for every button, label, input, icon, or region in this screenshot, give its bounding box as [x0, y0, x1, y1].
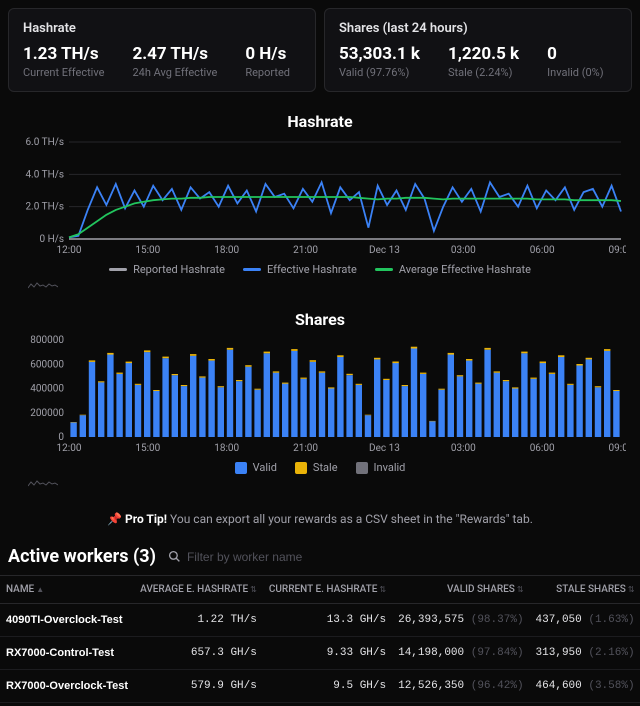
svg-text:03:00: 03:00: [451, 443, 476, 454]
svg-text:200000: 200000: [30, 408, 64, 419]
stat-value: 2.47 TH/s: [132, 44, 217, 64]
svg-text:21:00: 21:00: [293, 443, 318, 454]
stat-value: 0: [547, 44, 603, 64]
svg-text:06:00: 06:00: [530, 443, 555, 454]
svg-text:18:00: 18:00: [214, 245, 239, 256]
cur-hashrate: 9.5 GH/s: [263, 670, 392, 703]
svg-text:Dec 13: Dec 13: [369, 245, 400, 256]
pro-tip-prefix: Pro Tip!: [125, 512, 167, 526]
svg-text:12:00: 12:00: [57, 443, 82, 454]
card-title: Shares (last 24 hours): [339, 21, 617, 36]
svg-text:0: 0: [58, 432, 64, 443]
hashrate-chart-panel: Hashrate 0 H/s 2.0 TH/s 4.0 TH/s 6.0 TH/s 12…: [0, 100, 640, 298]
svg-text:6.0 TH/s: 6.0 TH/s: [25, 137, 64, 148]
workers-title: Active workers (3): [8, 546, 156, 567]
card-title: Hashrate: [23, 21, 301, 36]
svg-text:400000: 400000: [30, 384, 64, 395]
cur-hashrate: 13.3 GH/s: [263, 604, 392, 637]
avg-hashrate: 579.9 GH/s: [134, 670, 263, 703]
stat-value: 0 H/s: [245, 44, 290, 64]
stat-label: Reported: [245, 66, 290, 79]
mini-chart-icon[interactable]: [28, 280, 58, 290]
pro-tip-text: You can export all your rewards as a CSV…: [167, 512, 533, 526]
stat-invalid: 0 Invalid (0%): [547, 44, 603, 79]
valid-shares: 26,393,575 (98.37%): [392, 604, 529, 637]
column-header[interactable]: STALE SHARES⇅: [530, 576, 640, 604]
stat-label: Stale (2.24%): [448, 66, 519, 79]
shares-chart[interactable]: 0 200000 400000 600000 800000 12:00 15:00 18:00…: [14, 335, 626, 455]
legend-item[interactable]: Valid: [235, 461, 277, 474]
stat-avg: 2.47 TH/s 24h Avg Effective: [132, 44, 217, 79]
valid-shares: 12,526,350 (96.42%): [392, 670, 529, 703]
stale-shares: 437,050 (1.63%): [530, 604, 640, 637]
avg-hashrate: 657.3 GH/s: [134, 637, 263, 670]
chart-title: Shares: [14, 310, 626, 329]
pro-tip: 📌 Pro Tip! You can export all your rewar…: [0, 496, 640, 546]
hashrate-card: Hashrate 1.23 TH/s Current Effective 2.4…: [8, 8, 316, 92]
stat-current: 1.23 TH/s Current Effective: [23, 44, 104, 79]
stat-value: 1.23 TH/s: [23, 44, 104, 64]
search-icon: [168, 550, 181, 563]
shares-card: Shares (last 24 hours) 53,303.1 k Valid …: [324, 8, 632, 92]
legend-item[interactable]: Invalid: [356, 461, 406, 474]
stale-shares: 464,600 (3.58%): [530, 670, 640, 703]
legend-item[interactable]: Average Effective Hashrate: [375, 263, 531, 276]
worker-name: RX7000-Control-Test: [0, 637, 134, 670]
svg-text:15:00: 15:00: [135, 443, 160, 454]
table-head-row: NAME▲AVERAGE E. HASHRATE⇅CURRENT E. HASH…: [0, 576, 640, 604]
column-header[interactable]: CURRENT E. HASHRATE⇅: [263, 576, 392, 604]
worker-name: 4090TI-Overclock-Test: [0, 604, 134, 637]
svg-text:Dec 13: Dec 13: [369, 443, 400, 454]
search-input[interactable]: [187, 550, 367, 564]
pin-icon: 📌: [107, 512, 122, 526]
svg-text:06:00: 06:00: [530, 245, 555, 256]
hashrate-chart[interactable]: 0 H/s 2.0 TH/s 4.0 TH/s 6.0 TH/s 12:00 15:00 1…: [14, 137, 626, 257]
worker-name: RX7000-Overclock-Test: [0, 670, 134, 703]
stat-stale: 1,220.5 k Stale (2.24%): [448, 44, 519, 79]
stat-valid: 53,303.1 k Valid (97.76%): [339, 44, 420, 79]
valid-shares: 14,198,000 (97.84%): [392, 637, 529, 670]
workers-table: NAME▲AVERAGE E. HASHRATE⇅CURRENT E. HASH…: [0, 575, 640, 703]
chart-title: Hashrate: [14, 112, 626, 131]
svg-text:09:00: 09:00: [609, 245, 626, 256]
stat-reported: 0 H/s Reported: [245, 44, 290, 79]
svg-text:0 H/s: 0 H/s: [39, 234, 64, 245]
stat-value: 53,303.1 k: [339, 44, 420, 64]
workers-count: (3): [133, 546, 156, 567]
stale-shares: 313,950 (2.16%): [530, 637, 640, 670]
svg-text:18:00: 18:00: [214, 443, 239, 454]
column-header[interactable]: NAME▲: [0, 576, 134, 604]
avg-hashrate: 1.22 TH/s: [134, 604, 263, 637]
legend-item[interactable]: Effective Hashrate: [243, 263, 357, 276]
table-row[interactable]: RX7000-Control-Test 657.3 GH/s 9.33 GH/s…: [0, 637, 640, 670]
svg-text:2.0 TH/s: 2.0 TH/s: [25, 202, 64, 213]
svg-text:03:00: 03:00: [451, 245, 476, 256]
workers-title-prefix: Active workers: [8, 546, 129, 567]
mini-chart-icon[interactable]: [28, 478, 58, 488]
stat-value: 1,220.5 k: [448, 44, 519, 64]
stat-label: Invalid (0%): [547, 66, 603, 79]
svg-text:600000: 600000: [30, 359, 64, 370]
svg-text:21:00: 21:00: [293, 245, 318, 256]
svg-text:12:00: 12:00: [57, 245, 82, 256]
hashrate-legend: Reported Hashrate Effective Hashrate Avera…: [14, 263, 626, 276]
column-header[interactable]: AVERAGE E. HASHRATE⇅: [134, 576, 263, 604]
legend-item[interactable]: Reported Hashrate: [109, 263, 225, 276]
shares-chart-panel: Shares 0 200000 400000 600000 800000 12:00 15:…: [0, 298, 640, 496]
legend-item[interactable]: Stale: [295, 461, 338, 474]
cur-hashrate: 9.33 GH/s: [263, 637, 392, 670]
svg-text:09:00: 09:00: [609, 443, 626, 454]
stat-label: Current Effective: [23, 66, 104, 79]
svg-text:15:00: 15:00: [135, 245, 160, 256]
table-row[interactable]: 4090TI-Overclock-Test 1.22 TH/s 13.3 GH/…: [0, 604, 640, 637]
stat-label: Valid (97.76%): [339, 66, 420, 79]
shares-legend: Valid Stale Invalid: [14, 461, 626, 474]
svg-text:4.0 TH/s: 4.0 TH/s: [25, 169, 64, 180]
table-row[interactable]: RX7000-Overclock-Test 579.9 GH/s 9.5 GH/…: [0, 670, 640, 703]
stat-label: 24h Avg Effective: [132, 66, 217, 79]
svg-text:800000: 800000: [30, 335, 64, 346]
column-header[interactable]: VALID SHARES⇅: [392, 576, 529, 604]
